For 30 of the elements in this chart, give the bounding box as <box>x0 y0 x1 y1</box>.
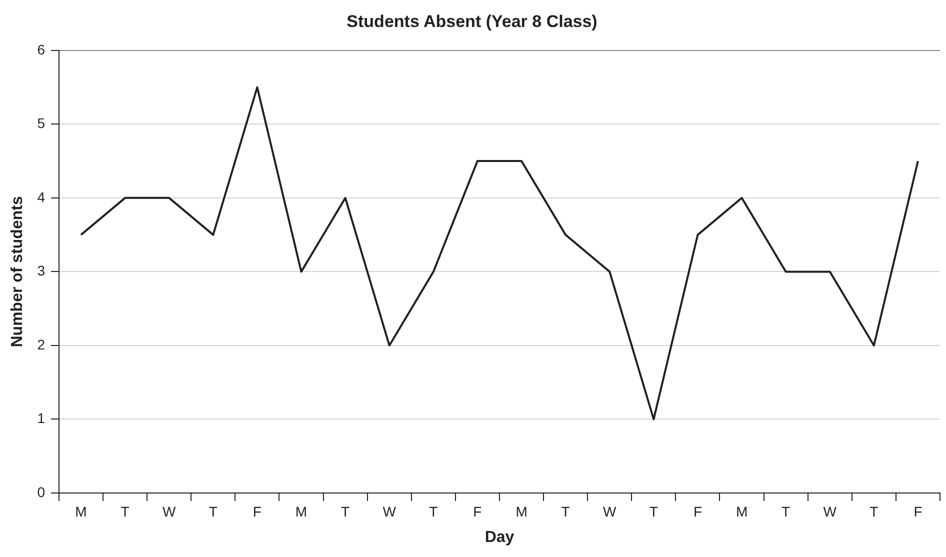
y-tick-label: 1 <box>37 410 46 426</box>
y-axis-title: Number of students <box>9 196 26 348</box>
y-tick-label: 5 <box>37 115 46 132</box>
x-tick-label: W <box>162 503 177 520</box>
x-tick-label: F <box>252 503 262 520</box>
x-tick-label: M <box>736 503 748 520</box>
x-tick-label: T <box>429 503 438 520</box>
x-tick-label: F <box>473 503 482 520</box>
x-tick-label: T <box>208 503 218 520</box>
y-tick-label: 6 <box>37 41 46 58</box>
x-tick-label: T <box>782 503 791 520</box>
y-tick-label: 4 <box>37 188 46 205</box>
y-tick-label: 0 <box>37 484 46 500</box>
x-tick-label: T <box>341 503 350 520</box>
x-tick-label: T <box>561 503 570 520</box>
x-tick-label: F <box>693 503 702 520</box>
chart-title: Students Absent (Year 8 Class) <box>346 12 598 31</box>
y-tick-label: 2 <box>37 336 46 352</box>
x-tick-label: T <box>649 503 658 520</box>
x-tick-label: W <box>823 503 838 520</box>
x-tick-label: T <box>120 503 130 520</box>
x-tick-label: M <box>295 503 308 520</box>
x-tick-label: T <box>870 503 879 520</box>
x-tick-label: M <box>516 503 528 520</box>
x-axis-title: Day <box>484 528 514 546</box>
y-tick-label: 3 <box>37 262 46 279</box>
x-tick-label: M <box>75 503 87 520</box>
x-tick-label: W <box>603 503 618 520</box>
x-tick-label: F <box>914 503 922 520</box>
x-tick-label: W <box>382 503 397 520</box>
